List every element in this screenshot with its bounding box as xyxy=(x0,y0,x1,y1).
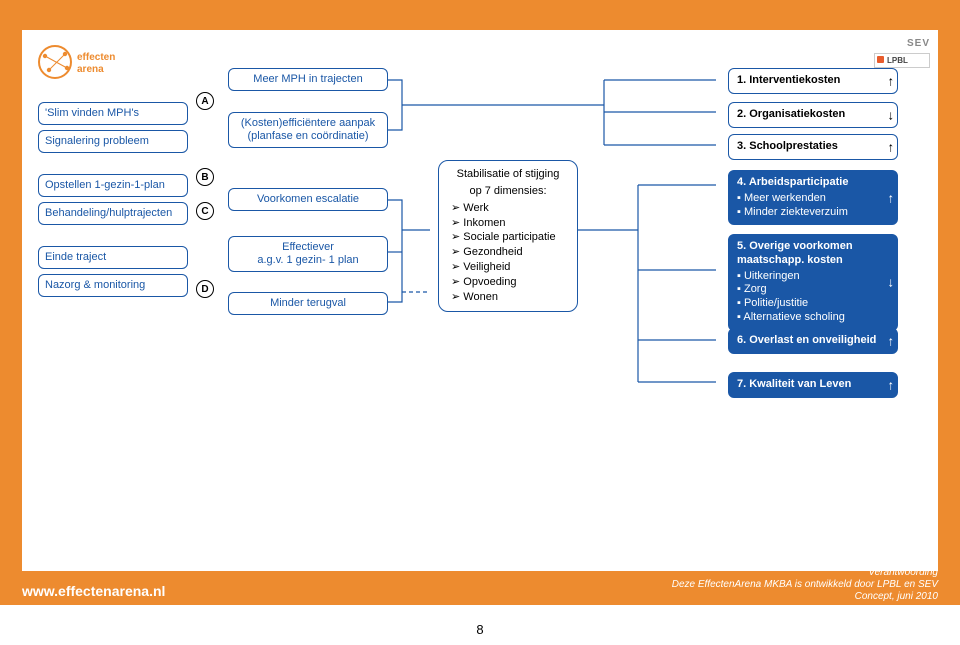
page-number: 8 xyxy=(476,622,483,637)
process-step: 'Slim vinden MPH's xyxy=(38,102,188,125)
effect-box: Voorkomen escalatie xyxy=(228,188,388,211)
outcome-box: 2. Organisatiekosten xyxy=(728,102,898,128)
node-marker: C xyxy=(196,202,214,220)
arrow-up-icon xyxy=(888,378,895,391)
arrow-up-icon xyxy=(888,74,895,87)
process-step: Opstellen 1-gezin-1-plan xyxy=(38,174,188,197)
arrow-up-icon xyxy=(888,334,895,347)
arrow-down-icon xyxy=(888,108,895,121)
outcome-box: 7. Kwaliteit van Leven xyxy=(728,372,898,398)
arrow-down-icon xyxy=(888,276,895,289)
effecten-arena-logo: effecten arena xyxy=(32,40,122,84)
process-step: Behandeling/hulptrajecten xyxy=(38,202,188,225)
sev-logo: SEV xyxy=(874,38,930,49)
partner-logos: SEV LPBL xyxy=(874,38,930,68)
process-step: Nazorg & monitoring xyxy=(38,274,188,297)
arrow-up-icon xyxy=(888,140,895,153)
node-marker: A xyxy=(196,92,214,110)
outcome-box: 6. Overlast en onveiligheid xyxy=(728,328,898,354)
arrow-up-icon xyxy=(888,191,895,204)
effect-box: Effectiever a.g.v. 1 gezin- 1 plan xyxy=(228,236,388,272)
outcome-box: 1. Interventiekosten xyxy=(728,68,898,94)
outcome-box: 5. Overige voorkomen maatschapp. kostenU… xyxy=(728,234,898,331)
outcome-box: 4. ArbeidsparticipatieMeer werkendenMind… xyxy=(728,170,898,225)
node-marker: D xyxy=(196,280,214,298)
footer-url: www.effectenarena.nl xyxy=(22,583,165,599)
outcome-box: 3. Schoolprestaties xyxy=(728,134,898,160)
effect-box: (Kosten)efficiëntere aanpak (planfase en… xyxy=(228,112,388,148)
svg-text:arena: arena xyxy=(77,64,104,75)
effect-box: Minder terugval xyxy=(228,292,388,315)
svg-text:effecten: effecten xyxy=(77,52,115,63)
process-step: Einde traject xyxy=(38,246,188,269)
process-step: Signalering probleem xyxy=(38,130,188,153)
lpbl-logo: LPBL xyxy=(874,53,930,68)
dimensions-box: Stabilisatie of stijgingop 7 dimensies:W… xyxy=(438,160,578,312)
effect-box: Meer MPH in trajecten xyxy=(228,68,388,91)
node-marker: B xyxy=(196,168,214,186)
footer-credit: Verantwoording Deze EffectenArena MKBA i… xyxy=(672,567,938,603)
